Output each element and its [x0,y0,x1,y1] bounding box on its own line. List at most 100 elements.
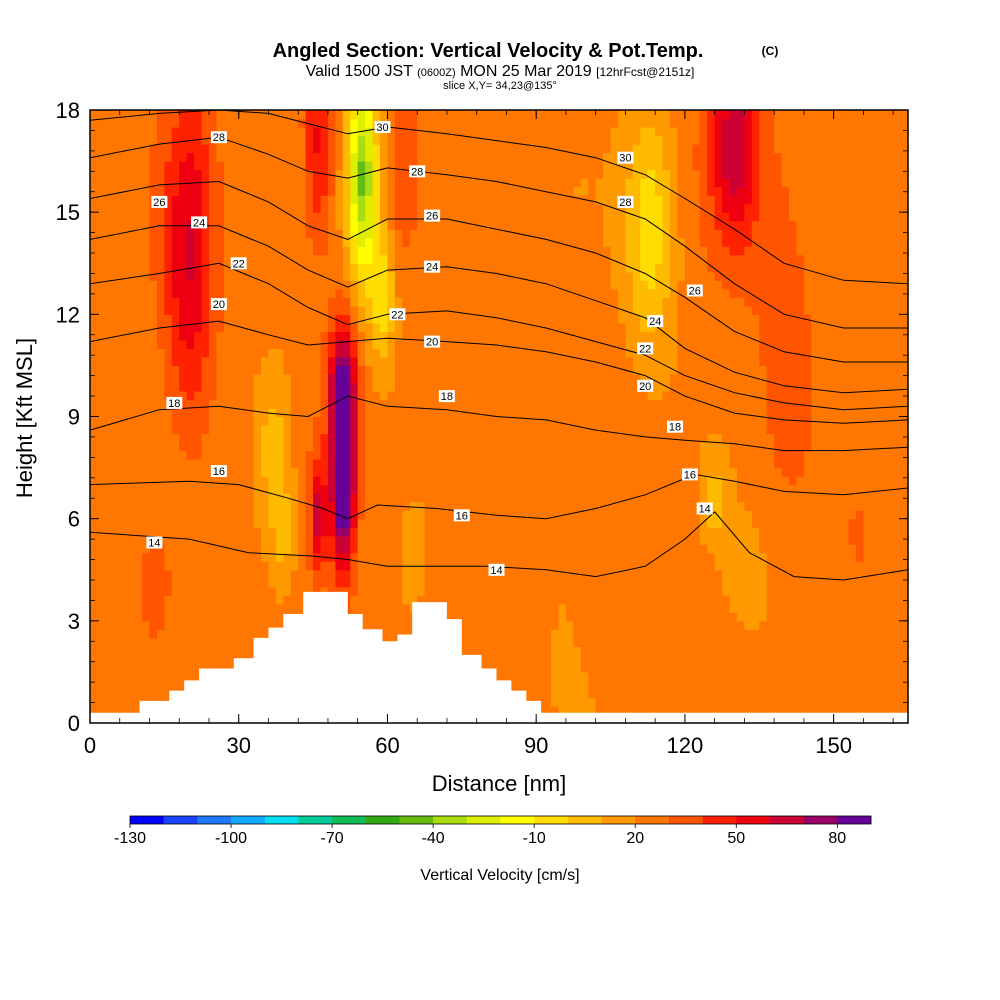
heatmap-cell [387,152,396,162]
heatmap-cell [298,467,307,477]
heatmap-cell [119,203,128,213]
heatmap-cell [223,203,232,213]
heatmap-cell [565,680,574,690]
heatmap-cell [134,416,143,426]
heatmap-cell [283,373,292,384]
heatmap-cell [201,569,210,579]
heatmap-cell [573,484,582,494]
heatmap-cell [551,646,560,656]
heatmap-cell [454,612,463,622]
heatmap-cell [194,603,203,613]
heatmap-cell [588,535,597,545]
heatmap-cell [97,433,106,443]
heatmap-cell [558,178,567,188]
heatmap-cell [543,339,552,349]
heatmap-cell [119,212,128,222]
heatmap-cell [365,297,374,307]
heatmap-cell [461,527,470,537]
heatmap-cell [104,442,113,452]
subtitle-forecast: [12hrFcst@2151z] [596,65,694,79]
heatmap-cell [357,322,366,332]
heatmap-cell [238,501,247,511]
heatmap-cell [573,348,582,358]
heatmap-cell [595,544,604,554]
heatmap-cell [97,186,106,196]
heatmap-cell [208,390,218,401]
heatmap-cell [305,382,314,392]
heatmap-cell [97,135,106,145]
heatmap-cell [372,220,381,230]
heatmap-cell [238,595,247,605]
heatmap-cell [372,442,381,452]
heatmap-cell [372,399,381,409]
chart-title: Angled Section: Vertical Velocity & Pot.… [273,40,704,62]
heatmap-cell [595,620,604,630]
heatmap-cell [528,178,537,188]
heatmap-cell [499,544,508,554]
heatmap-cell [417,314,426,324]
heatmap-cell [246,356,255,367]
heatmap-cell [253,331,262,341]
heatmap-cell [231,110,240,120]
heatmap-cell [476,510,485,520]
heatmap-cell [476,442,485,452]
heatmap-cell [261,178,270,188]
heatmap-cell [558,152,567,162]
heatmap-cell [298,110,307,120]
heatmap-cell [595,118,604,128]
heatmap-cell [313,110,322,120]
heatmap-cell [357,271,366,281]
heatmap-cell [551,322,560,332]
heatmap-cell [327,561,336,571]
heatmap-cell [394,280,403,290]
heatmap-cell [528,476,537,486]
heatmap-cell [127,569,136,579]
heatmap-cell [186,433,195,443]
heatmap-cell [476,152,485,162]
heatmap-cell [164,246,173,256]
heatmap-cell [305,331,314,341]
heatmap-cell [305,178,314,188]
heatmap-cell [424,254,433,264]
heatmap-cell [350,356,359,367]
heatmap-cell [268,314,277,324]
heatmap-cell [387,246,396,256]
heatmap-cell [320,135,329,145]
heatmap-cell [179,263,188,273]
heatmap-cell [357,203,366,213]
heatmap-cell [149,552,158,562]
heatmap-cell [506,646,515,656]
heatmap-cell [543,484,552,494]
heatmap-cell [149,518,158,528]
heatmap-cell [305,305,314,315]
heatmap-cell [491,203,500,213]
heatmap-cell [283,144,292,154]
heatmap-cell [558,271,567,281]
heatmap-cell [171,161,180,171]
heatmap-cell [298,586,307,596]
heatmap-cell [357,152,366,162]
heatmap-cell [573,476,582,486]
heatmap-cell [357,390,366,401]
heatmap-cell [417,135,426,145]
heatmap-cell [536,237,545,247]
heatmap-cell [499,595,508,605]
heatmap-cell [372,161,381,171]
heatmap-cell [201,365,210,375]
heatmap-cell [595,186,604,196]
heatmap-cell [275,442,284,452]
heatmap-cell [149,527,158,537]
heatmap-cell [461,484,470,494]
heatmap-cell [283,399,292,409]
heatmap-cell [506,229,515,239]
heatmap-cell [394,450,403,460]
heatmap-cell [149,467,158,477]
heatmap-cell [528,237,537,247]
heatmap-cell [513,161,522,171]
heatmap-cell [484,127,493,137]
heatmap-cell [432,195,441,205]
heatmap-cell [528,561,537,571]
heatmap-cell [90,425,99,435]
heatmap-cell [365,425,374,435]
heatmap-cell [580,484,589,494]
